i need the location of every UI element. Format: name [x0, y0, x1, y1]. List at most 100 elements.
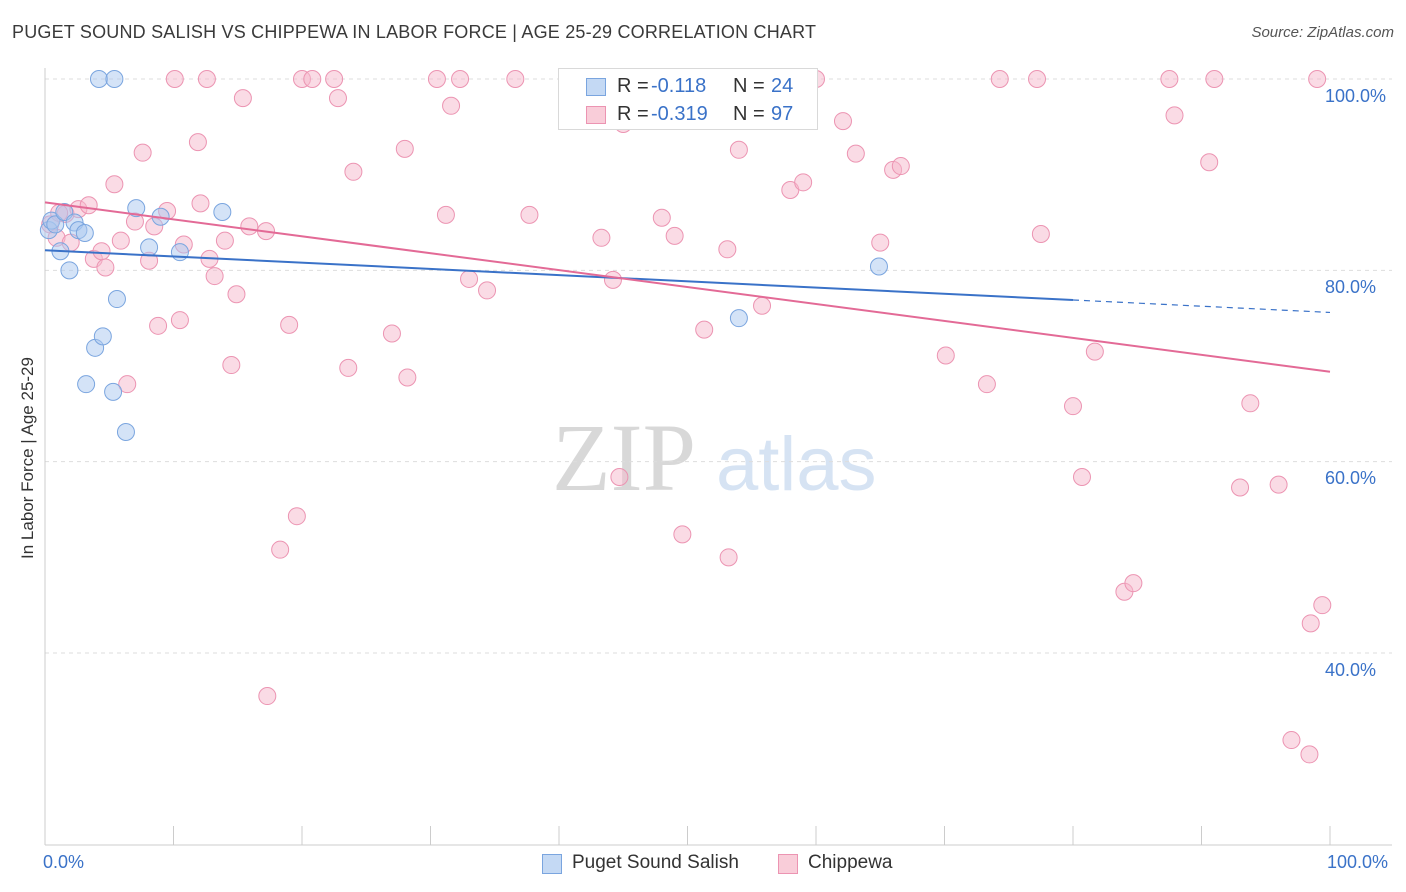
chippewa-point: [344, 162, 363, 181]
chippewa-point: [833, 112, 852, 131]
puget-point: [140, 238, 159, 257]
chippewa-point: [197, 70, 216, 88]
chippewa-point: [1241, 394, 1260, 413]
chippewa-point: [436, 205, 455, 224]
puget-point: [104, 382, 123, 401]
chippewa-point: [603, 270, 622, 289]
watermark-atlas: atlas: [716, 422, 877, 507]
chippewa-point: [215, 231, 234, 250]
n-value: 24: [771, 75, 794, 97]
r-value: -0.118: [651, 75, 707, 97]
y-tick-40: 40.0%: [1325, 660, 1377, 680]
n-value: 97: [771, 103, 794, 125]
chippewa-point: [280, 315, 299, 334]
chippewa-point: [1269, 475, 1288, 494]
legend-swatch-chippewa: [778, 854, 798, 874]
chippewa-point: [1231, 478, 1250, 497]
x-tick-0: 0.0%: [43, 852, 85, 872]
chippewa-point: [191, 194, 210, 213]
chippewa-point: [695, 320, 714, 339]
chippewa-point: [673, 525, 692, 544]
chippewa-point: [1200, 153, 1219, 172]
chippewa-point: [227, 285, 246, 304]
chippewa-point: [520, 205, 539, 224]
chippewa-point: [92, 242, 111, 261]
chippewa-point: [111, 231, 130, 250]
puget-point: [93, 327, 112, 346]
y-tick-60: 60.0%: [1325, 468, 1377, 488]
legend-label-chippewa: Chippewa: [808, 852, 893, 873]
chippewa-point: [427, 70, 446, 88]
legend-swatch-puget: [586, 78, 606, 96]
chippewa-point: [382, 324, 401, 343]
chart-title: PUGET SOUND SALISH VS CHIPPEWA IN LABOR …: [12, 22, 817, 42]
chippewa-point: [96, 258, 115, 277]
puget-point: [213, 202, 232, 221]
chippewa-point: [133, 143, 152, 162]
puget-point: [116, 423, 135, 442]
puget-point: [46, 215, 65, 234]
chippewa-point: [1072, 467, 1091, 486]
puget-trendline: [44, 249, 1074, 301]
n-label: N =: [733, 103, 765, 125]
chippewa-point: [794, 173, 813, 192]
chippewa-point: [729, 140, 748, 159]
chippewa-point: [936, 346, 955, 365]
chippewa-point: [205, 267, 224, 286]
chippewa-point: [1124, 574, 1143, 593]
chippewa-point: [592, 228, 611, 247]
chippewa-point: [1308, 70, 1327, 88]
chippewa-trendline: [44, 201, 1331, 373]
chippewa-point: [442, 96, 461, 115]
watermark-zip: ZIP: [552, 404, 696, 511]
r-label: R =: [617, 103, 649, 125]
chippewa-point: [1165, 106, 1184, 125]
chippewa-point: [460, 269, 479, 288]
chippewa-point: [1301, 614, 1320, 633]
chippewa-point: [395, 139, 414, 158]
puget-point: [729, 309, 748, 328]
legend-label-puget: Puget Sound Salish: [572, 852, 739, 873]
chippewa-point: [990, 70, 1009, 88]
chippewa-point: [271, 540, 290, 559]
stats-legend: R = -0.118 N = 24 R = -0.319 N = 97: [558, 68, 818, 130]
puget-point: [89, 70, 108, 88]
y-tick-80: 80.0%: [1325, 277, 1377, 297]
chippewa-point: [610, 467, 629, 486]
source-label: Source: ZipAtlas.com: [1251, 24, 1394, 41]
chippewa-point: [258, 687, 277, 706]
chippewa-point: [240, 217, 259, 236]
chippewa-point: [1064, 397, 1082, 416]
chippewa-point: [652, 208, 671, 227]
chippewa-point: [846, 144, 865, 163]
stats-row-chippewa: R = -0.319 N = 97: [559, 100, 817, 130]
chippewa-point: [328, 89, 347, 108]
chippewa-point: [1282, 731, 1301, 750]
legend-swatch-chippewa: [586, 106, 606, 124]
chippewa-point: [1028, 70, 1047, 88]
puget-point: [105, 70, 124, 88]
chippewa-point: [339, 358, 358, 377]
chippewa-point: [871, 233, 890, 252]
chippewa-point: [165, 70, 184, 88]
chippewa-point: [222, 356, 241, 375]
n-label: N =: [733, 75, 765, 97]
chippewa-point: [170, 311, 189, 330]
puget-point: [107, 290, 126, 309]
puget-point: [60, 261, 79, 280]
y-tick-100: 100.0%: [1325, 86, 1387, 106]
chippewa-point: [891, 157, 910, 176]
puget-point: [75, 224, 94, 243]
chippewa-point: [1313, 596, 1332, 615]
chippewa-point: [118, 375, 137, 394]
chippewa-point: [1300, 745, 1319, 764]
chippewa-point: [105, 175, 124, 194]
chippewa-point: [325, 70, 344, 88]
x-tick-100: 100.0%: [1327, 852, 1389, 872]
r-value: -0.319: [651, 103, 708, 125]
chippewa-point: [303, 70, 322, 88]
chippewa-point: [753, 296, 772, 315]
chippewa-point: [665, 226, 684, 245]
chippewa-point: [1031, 224, 1050, 243]
